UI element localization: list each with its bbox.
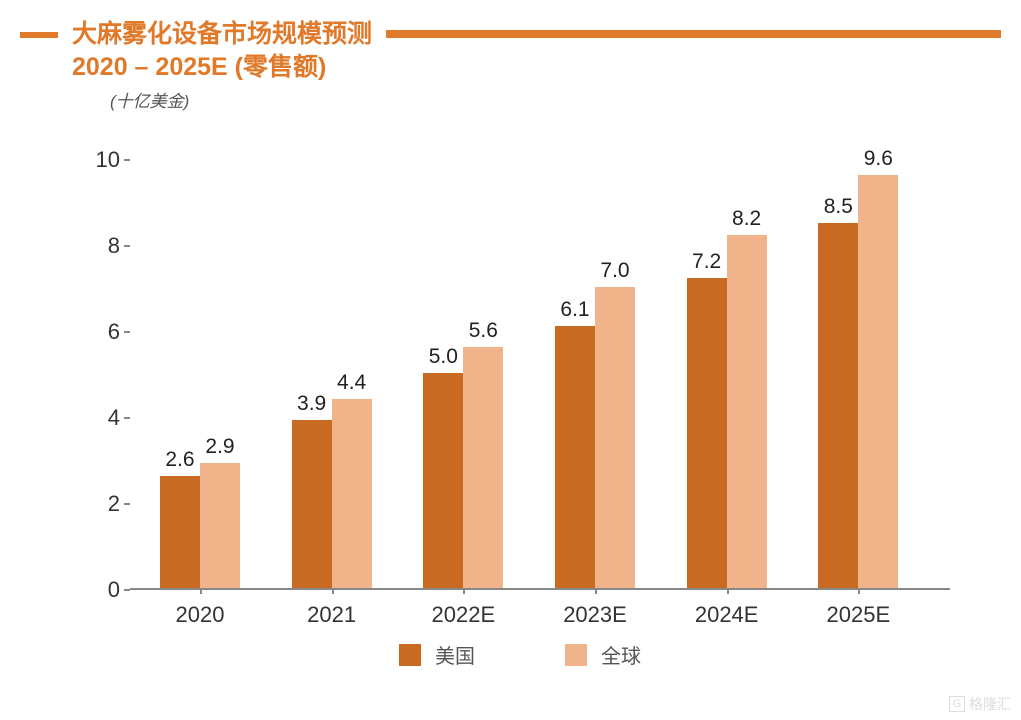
bar-value-label: 7.0: [585, 259, 645, 283]
y-tick-label: 0: [80, 577, 120, 603]
subtitle-unit: (十亿美金): [110, 87, 1021, 112]
watermark-logo: G: [949, 696, 965, 712]
bar-value-label: 5.6: [453, 319, 513, 343]
y-tick-label: 6: [80, 319, 120, 345]
legend-item: 美国: [399, 640, 475, 669]
bar: [160, 476, 200, 588]
title-line-2: 2020 – 2025E (零售额): [72, 51, 372, 84]
bar: [463, 347, 503, 588]
bar-value-label: 4.4: [322, 371, 382, 395]
y-tick-label: 4: [80, 405, 120, 431]
legend-label: 全球: [601, 640, 641, 669]
y-tick-label: 2: [80, 491, 120, 517]
x-category-label: 2020: [160, 602, 240, 628]
x-category-label: 2025E: [818, 602, 898, 628]
bar: [200, 463, 240, 588]
y-tick-label: 8: [80, 233, 120, 259]
x-category-label: 2024E: [687, 602, 767, 628]
bar: [292, 420, 332, 588]
x-tick-mark: [463, 588, 465, 594]
bar: [595, 287, 635, 588]
header: 大麻雾化设备市场规模预测 2020 – 2025E (零售额): [0, 0, 1021, 83]
bar-value-label: 2.9: [190, 435, 250, 459]
title-block: 大麻雾化设备市场规模预测 2020 – 2025E (零售额): [72, 18, 372, 83]
legend-item: 全球: [565, 640, 641, 669]
watermark-text: 格隆汇: [969, 694, 1011, 714]
y-tick-mark: [124, 245, 130, 247]
bar: [687, 278, 727, 588]
y-tick-mark: [124, 589, 130, 591]
x-tick-mark: [595, 588, 597, 594]
legend: 美国 全球: [70, 640, 970, 669]
accent-bar-left: [20, 32, 58, 38]
y-tick-label: 10: [80, 147, 120, 173]
bar: [858, 175, 898, 588]
bar: [423, 373, 463, 588]
x-category-label: 2022E: [423, 602, 503, 628]
bar: [332, 399, 372, 588]
legend-swatch: [399, 644, 421, 666]
bar-value-label: 8.2: [717, 207, 777, 231]
bar: [818, 223, 858, 589]
plot-area: 02468102.62.920203.94.420215.05.62022E6.…: [130, 160, 950, 590]
title-line-1: 大麻雾化设备市场规模预测: [72, 18, 372, 51]
y-tick-mark: [124, 417, 130, 419]
y-tick-mark: [124, 331, 130, 333]
x-category-label: 2023E: [555, 602, 635, 628]
legend-swatch: [565, 644, 587, 666]
y-tick-mark: [124, 159, 130, 161]
bar: [727, 235, 767, 588]
y-tick-mark: [124, 503, 130, 505]
x-category-label: 2021: [292, 602, 372, 628]
legend-label: 美国: [435, 640, 475, 669]
accent-bar-right: [386, 30, 1001, 38]
x-tick-mark: [332, 588, 334, 594]
bar-chart: 02468102.62.920203.94.420215.05.62022E6.…: [70, 150, 970, 650]
x-tick-mark: [858, 588, 860, 594]
x-tick-mark: [727, 588, 729, 594]
x-tick-mark: [200, 588, 202, 594]
watermark: G 格隆汇: [949, 694, 1011, 714]
bar: [555, 326, 595, 588]
bar-value-label: 9.6: [848, 147, 908, 171]
